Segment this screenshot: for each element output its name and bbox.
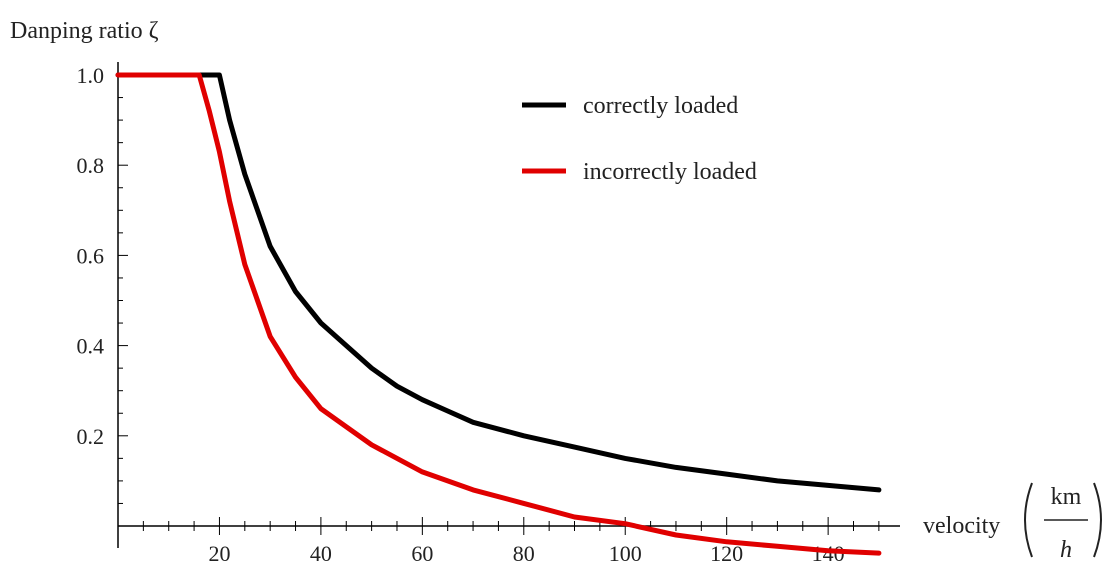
unit-right-paren (1093, 482, 1102, 558)
y-tick-label: 0.4 (77, 334, 105, 359)
y-ticks: 0.2 0.4 0.6 0.8 1.0 (77, 63, 128, 504)
x-ticks: 20 40 60 80 100 120 140 (142, 517, 880, 565)
x-tick-label: 20 (208, 541, 230, 565)
unit-numerator: km (1051, 484, 1082, 510)
x-tick-label: 100 (609, 541, 642, 565)
legend-label: correctly loaded (583, 93, 738, 119)
x-tick-label: 60 (411, 541, 433, 565)
y-tick-label: 0.2 (77, 424, 105, 449)
legend: correctly loaded incorrectly loaded (522, 93, 757, 185)
unit-denominator: h (1060, 537, 1072, 563)
legend-label: incorrectly loaded (583, 159, 757, 185)
x-tick-label: 40 (310, 541, 332, 565)
x-axis-title: velocity km h (923, 482, 1102, 563)
x-axis-title-text: velocity (923, 513, 1000, 539)
y-tick-label: 0.6 (77, 243, 105, 268)
series-layer (115, 72, 882, 556)
y-axis-title: Danping ratio ζ (10, 18, 159, 44)
y-tick-label: 1.0 (77, 63, 105, 88)
series-line-incorrectly-loaded (115, 72, 882, 556)
unit-left-paren (1024, 482, 1033, 558)
x-tick-label: 80 (513, 541, 535, 565)
y-tick-label: 0.8 (77, 153, 105, 178)
series-line-correctly-loaded (115, 72, 882, 493)
